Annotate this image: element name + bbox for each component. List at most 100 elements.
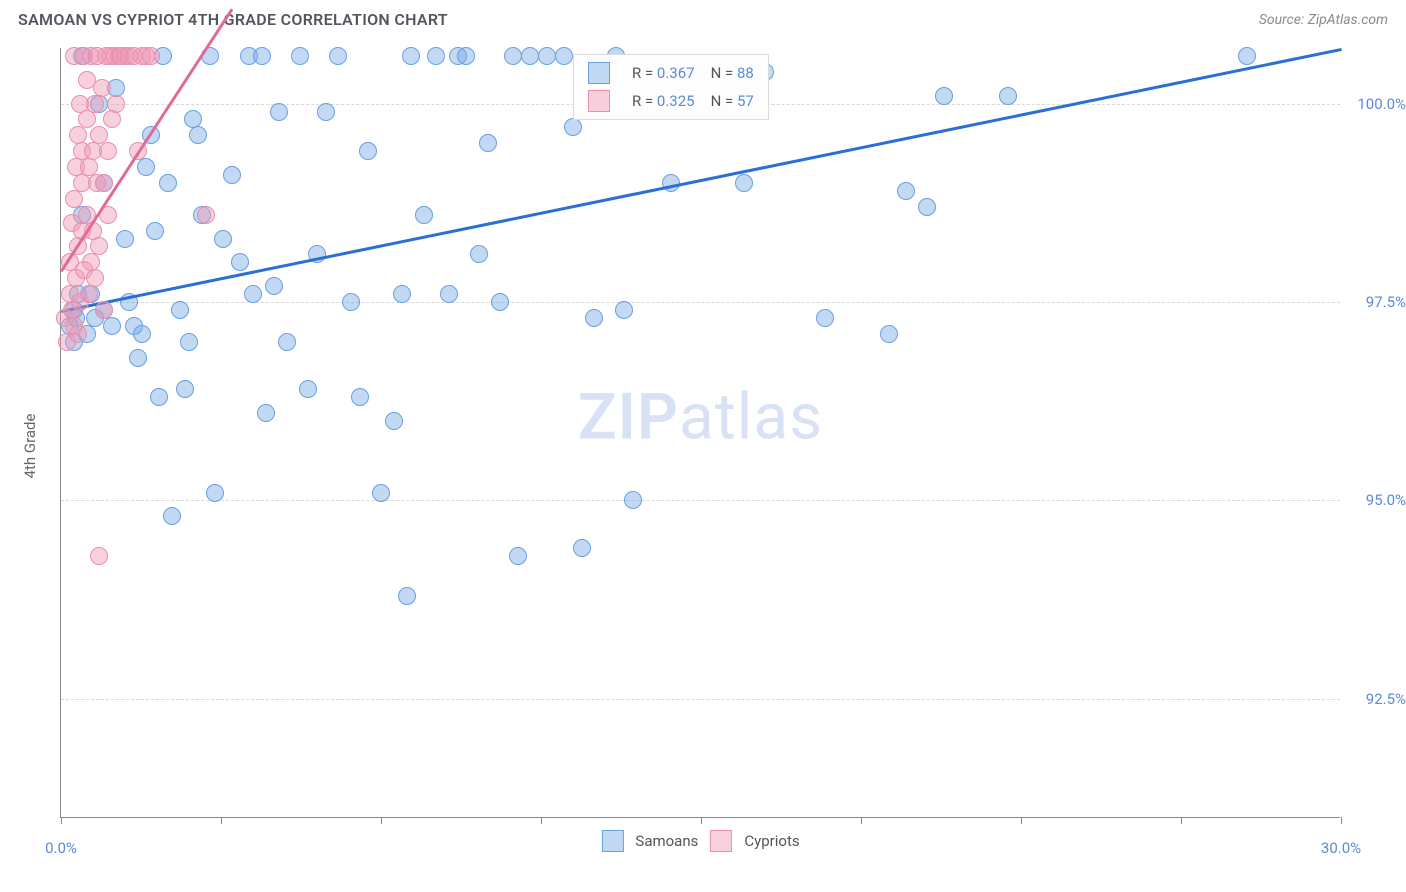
- data-point: [624, 491, 642, 509]
- y-tick-label: 92.5%: [1366, 690, 1406, 708]
- gridline: [61, 699, 1340, 700]
- data-point: [555, 47, 573, 65]
- data-point: [735, 174, 753, 192]
- data-point: [86, 269, 104, 287]
- plot-area: ZIPatlas SamoansCypriots 92.5%95.0%97.5%…: [60, 48, 1340, 818]
- data-point: [150, 388, 168, 406]
- legend-label: Samoans: [635, 832, 698, 850]
- legend-bottom: Samoans Cypriots: [595, 830, 805, 852]
- data-point: [90, 547, 108, 565]
- data-point: [270, 103, 288, 121]
- data-point: [253, 47, 271, 65]
- x-tick: [541, 817, 542, 824]
- data-point: [342, 293, 360, 311]
- data-point: [189, 126, 207, 144]
- legend-label: Cypriots: [744, 832, 799, 850]
- data-point: [351, 388, 369, 406]
- data-point: [585, 309, 603, 327]
- data-point: [95, 301, 113, 319]
- data-point: [142, 47, 160, 65]
- data-point: [615, 301, 633, 319]
- data-point: [99, 142, 117, 160]
- data-point: [457, 47, 475, 65]
- gridline: [61, 500, 1340, 501]
- data-point: [393, 285, 411, 303]
- data-point: [93, 79, 111, 97]
- data-point: [470, 245, 488, 263]
- data-point: [69, 325, 87, 343]
- data-point: [103, 110, 121, 128]
- data-point: [133, 325, 151, 343]
- data-point: [509, 547, 527, 565]
- data-point: [816, 309, 834, 327]
- data-point: [329, 47, 347, 65]
- data-point: [299, 380, 317, 398]
- x-tick-label: 30.0%: [1321, 839, 1361, 857]
- data-point: [176, 380, 194, 398]
- data-point: [291, 47, 309, 65]
- data-point: [372, 484, 390, 502]
- data-point: [317, 103, 335, 121]
- data-point: [95, 174, 113, 192]
- data-point: [80, 285, 98, 303]
- data-point: [180, 333, 198, 351]
- source-label: Source: ZipAtlas.com: [1259, 12, 1388, 28]
- data-point: [538, 47, 556, 65]
- data-point: [107, 95, 125, 113]
- x-tick: [861, 817, 862, 824]
- data-point: [402, 47, 420, 65]
- data-point: [918, 198, 936, 216]
- data-point: [257, 404, 275, 422]
- data-point: [415, 206, 433, 224]
- x-tick: [221, 817, 222, 824]
- data-point: [385, 412, 403, 430]
- y-axis-label: 4th Grade: [21, 414, 39, 479]
- data-point: [440, 285, 458, 303]
- data-point: [231, 253, 249, 271]
- data-point: [359, 142, 377, 160]
- x-tick: [1181, 817, 1182, 824]
- chart-title: SAMOAN VS CYPRIOT 4TH GRADE CORRELATION …: [18, 10, 448, 29]
- data-point: [935, 87, 953, 105]
- data-point: [90, 237, 108, 255]
- data-point: [86, 95, 104, 113]
- watermark: ZIPatlas: [578, 380, 823, 455]
- x-tick: [701, 817, 702, 824]
- data-point: [163, 507, 181, 525]
- y-tick-label: 95.0%: [1366, 491, 1406, 509]
- data-point: [573, 539, 591, 557]
- data-point: [999, 87, 1017, 105]
- legend-swatch: [710, 830, 732, 852]
- data-point: [564, 118, 582, 136]
- y-tick-label: 97.5%: [1366, 293, 1406, 311]
- x-tick: [1341, 817, 1342, 824]
- data-point: [214, 230, 232, 248]
- data-point: [171, 301, 189, 319]
- data-point: [244, 285, 262, 303]
- data-point: [398, 587, 416, 605]
- data-point: [897, 182, 915, 200]
- x-tick-label: 0.0%: [45, 839, 77, 857]
- data-point: [278, 333, 296, 351]
- legend-swatch: [601, 830, 623, 852]
- data-point: [78, 110, 96, 128]
- data-point: [521, 47, 539, 65]
- data-point: [206, 484, 224, 502]
- data-point: [880, 325, 898, 343]
- data-point: [265, 277, 283, 295]
- data-point: [197, 206, 215, 224]
- data-point: [159, 174, 177, 192]
- data-point: [479, 134, 497, 152]
- data-point: [1238, 47, 1256, 65]
- data-point: [116, 230, 134, 248]
- data-point: [504, 47, 522, 65]
- data-point: [223, 166, 241, 184]
- data-point: [129, 349, 147, 367]
- x-tick: [61, 817, 62, 824]
- data-point: [491, 293, 509, 311]
- x-tick: [1021, 817, 1022, 824]
- x-tick: [381, 817, 382, 824]
- y-tick-label: 100.0%: [1357, 95, 1406, 113]
- data-point: [137, 158, 155, 176]
- data-point: [103, 317, 121, 335]
